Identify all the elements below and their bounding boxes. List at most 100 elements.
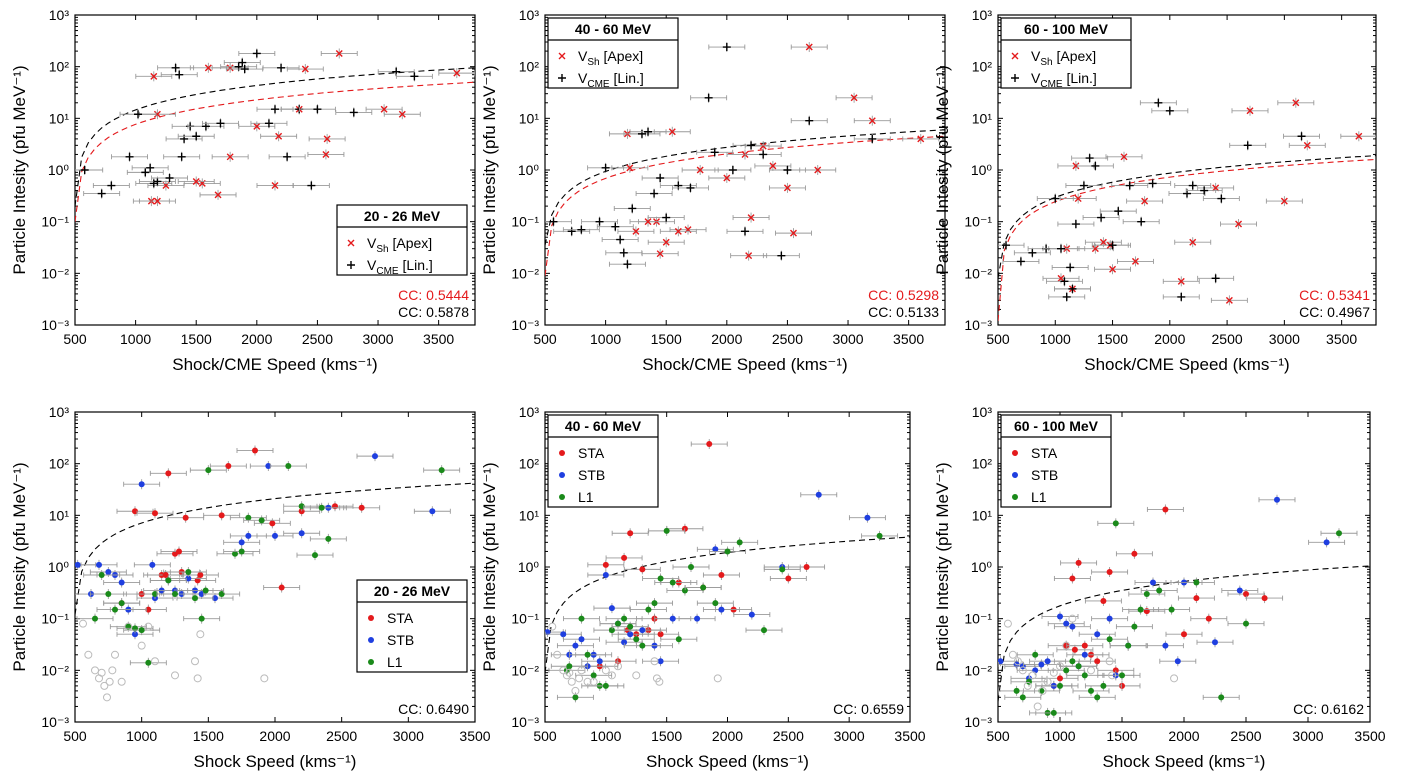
data-point [1190,613,1228,624]
data-point [1277,97,1315,108]
data-point [126,167,164,178]
x-axis-label: Shock Speed (kms⁻¹) [194,752,357,771]
data-point [1053,573,1091,584]
data-point [116,506,154,517]
data-point [160,69,198,80]
data-point [650,657,659,666]
data-point [137,641,146,650]
y-tick-label: 10¹ [972,507,993,523]
data-point [611,528,649,539]
x-tick-label: 500 [533,728,557,744]
data-point [196,630,205,639]
data-point [632,671,641,680]
data-point [648,525,686,536]
x-axis-label: Shock Speed (kms⁻¹) [646,752,809,771]
data-point [193,674,202,683]
data-point [1174,180,1212,191]
data-point [775,228,812,239]
data-point [545,216,572,227]
panel-6: 500 1000 1500 2000 2500 3000 3500 10⁻³ 10⁻² 10⁻¹ 1… [933,404,1386,771]
data-point [672,182,709,193]
data-point [1196,637,1234,648]
data-point [617,634,655,645]
y-tick-label: 10⁻² [41,662,69,678]
data-point [1016,665,1054,676]
y-axis-label: Particle Intesity (pfu MeV⁻¹) [480,462,499,671]
data-point [160,546,198,557]
data-point [762,250,800,261]
data-point [636,598,673,609]
data-point [613,203,651,214]
data-point [681,165,719,175]
x-tick-label: 2500 [772,331,803,347]
y-tick-label: 10¹ [519,507,540,523]
legend: 60 - 100 MeV VSh [Apex]VCME [Lin.] [1000,17,1132,90]
data-point [263,582,301,593]
y-tick-label: 10³ [49,7,70,23]
y-tick-label: 10³ [519,404,540,420]
y-tick-label: 10⁻¹ [41,214,69,230]
series-4 [79,619,269,702]
data-point [1071,153,1109,164]
data-point [1035,707,1073,718]
data-point [769,573,807,584]
data-point [1036,193,1074,204]
data-point [238,48,276,59]
x-tick-label: 1500 [651,728,682,744]
data-point [283,528,321,539]
data-point [124,622,133,631]
legend-label: L1 [578,489,594,505]
panel-3: 500 1000 1500 2000 2500 3000 3500 10⁻³ 10⁻² 10⁻¹ 1… [933,7,1377,374]
data-point [575,674,584,683]
data-point [763,564,801,575]
y-tick-label: 10¹ [519,110,540,126]
series-3 [998,518,1358,718]
data-point [1002,256,1040,267]
x-tick-label: 3000 [393,728,424,744]
y-tick-label: 10⁻¹ [964,611,992,627]
data-point [581,656,619,667]
data-point [269,461,307,472]
x-tick-label: 1000 [590,331,621,347]
data-point [1320,528,1358,539]
data-point [138,196,176,207]
legend: 20 - 26 MeV VSh [Apex]VCME [Lin.] [336,204,468,277]
x-tick-label: 500 [986,331,1010,347]
data-point [108,666,117,675]
data-point [163,151,201,162]
y-tick-label: 10⁻³ [964,714,992,730]
series-1 [103,445,381,615]
data-point [335,107,373,118]
data-point [581,216,618,227]
data-point [1051,262,1089,273]
x-axis-label: Shock/CME Speed (kms⁻¹) [172,355,377,374]
data-point [1066,640,1104,651]
data-point [135,178,173,189]
y-tick-label: 10⁻¹ [511,214,539,230]
x-tick-label: 3500 [1326,331,1357,347]
data-point [601,234,639,245]
data-point [708,173,746,184]
data-point [1091,567,1129,578]
y-tick-label: 10² [519,456,540,472]
y-tick-label: 10⁰ [48,559,70,575]
data-point [614,662,622,671]
y-tick-label: 10¹ [49,507,70,523]
data-point [176,593,214,604]
y-axis-label: Particle Intesity (pfu MeV⁻¹) [933,65,952,274]
data-point [556,692,594,703]
x-tick-label: 1000 [120,331,151,347]
data-point [1082,212,1120,223]
data-point [1221,585,1259,596]
data-point [690,439,728,450]
plot-frame [74,14,476,326]
data-point [1134,178,1172,189]
data-point [571,686,580,695]
data-point [136,508,174,519]
data-point [696,598,734,609]
legend-box [336,204,468,276]
data-point [587,680,625,691]
data-point [296,550,334,561]
data-point [80,559,118,570]
data-point [1053,621,1091,632]
